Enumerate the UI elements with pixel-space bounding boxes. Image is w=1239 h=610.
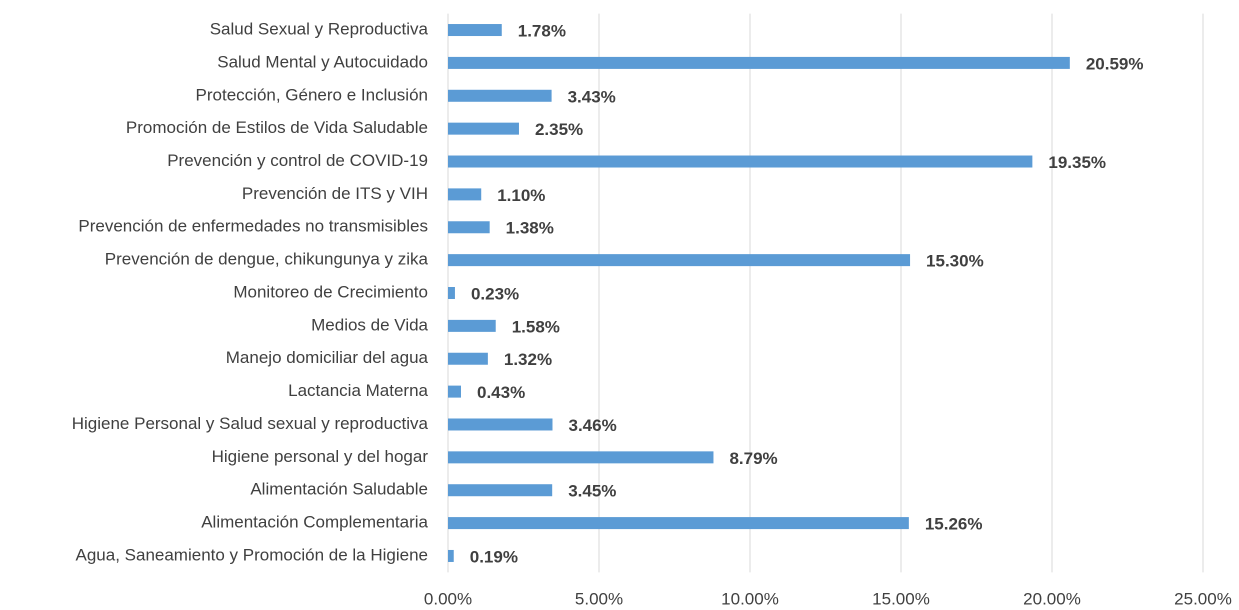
bar	[448, 122, 519, 135]
value-label: 1.38%	[506, 219, 554, 238]
y-tick-label: Alimentación Saludable	[250, 480, 428, 499]
bar	[448, 451, 714, 464]
y-tick-label: Prevención de ITS y VIH	[242, 184, 428, 203]
bar	[448, 319, 496, 332]
y-tick-label: Monitoreo de Crecimiento	[233, 282, 428, 301]
y-tick-label: Prevención de dengue, chikungunya y zika	[105, 250, 429, 269]
bar	[448, 89, 552, 102]
y-tick-label: Lactancia Materna	[288, 381, 428, 400]
value-label: 0.43%	[477, 383, 525, 402]
value-label: 1.32%	[504, 350, 552, 369]
y-tick-label: Prevención y control de COVID-19	[167, 151, 428, 170]
value-label: 3.45%	[568, 482, 616, 501]
value-label: 3.43%	[568, 87, 616, 106]
bar	[448, 254, 911, 267]
value-label: 15.26%	[925, 515, 983, 534]
bar	[448, 418, 553, 431]
value-label: 20.59%	[1086, 54, 1144, 73]
x-tick-label: 0.00%	[424, 589, 472, 608]
x-tick-label: 10.00%	[721, 589, 779, 608]
value-label: 1.58%	[512, 317, 560, 336]
y-tick-label: Alimentación Complementaria	[201, 513, 428, 532]
value-label: 0.23%	[471, 284, 519, 303]
y-tick-label: Promoción de Estilos de Vida Saludable	[126, 118, 428, 137]
bar	[448, 287, 455, 299]
y-tick-label: Salud Mental y Autocuidado	[217, 52, 428, 71]
bar	[448, 155, 1033, 168]
y-tick-label: Higiene personal y del hogar	[212, 447, 429, 466]
bar	[448, 484, 553, 497]
bar	[448, 385, 461, 398]
bar	[448, 549, 454, 562]
x-tick-label: 15.00%	[872, 589, 930, 608]
value-label: 19.35%	[1048, 153, 1106, 172]
y-tick-label: Prevención de enfermedades no transmisib…	[78, 217, 428, 236]
bar	[448, 56, 1070, 69]
y-tick-label: Agua, Saneamiento y Promoción de la Higi…	[76, 545, 429, 564]
value-label: 8.79%	[729, 449, 777, 468]
y-tick-label: Protección, Género e Inclusión	[196, 85, 428, 104]
bar	[448, 188, 482, 201]
x-tick-label: 5.00%	[575, 589, 623, 608]
value-label: 2.35%	[535, 120, 583, 139]
x-tick-label: 20.00%	[1023, 589, 1081, 608]
value-label: 0.19%	[470, 547, 518, 566]
bar	[448, 517, 909, 530]
bar	[448, 352, 488, 365]
y-tick-label: Medios de Vida	[311, 315, 428, 334]
value-label: 1.10%	[497, 186, 545, 205]
y-tick-label: Higiene Personal y Salud sexual y reprod…	[72, 414, 429, 433]
value-label: 3.46%	[568, 416, 616, 435]
y-tick-label: Manejo domiciliar del agua	[226, 348, 429, 367]
bar	[448, 221, 490, 234]
bar	[448, 24, 502, 37]
value-label: 1.78%	[518, 22, 566, 41]
y-tick-label: Salud Sexual y Reproductiva	[210, 20, 429, 39]
x-tick-label: 25.00%	[1174, 589, 1232, 608]
value-label: 15.30%	[926, 252, 984, 271]
